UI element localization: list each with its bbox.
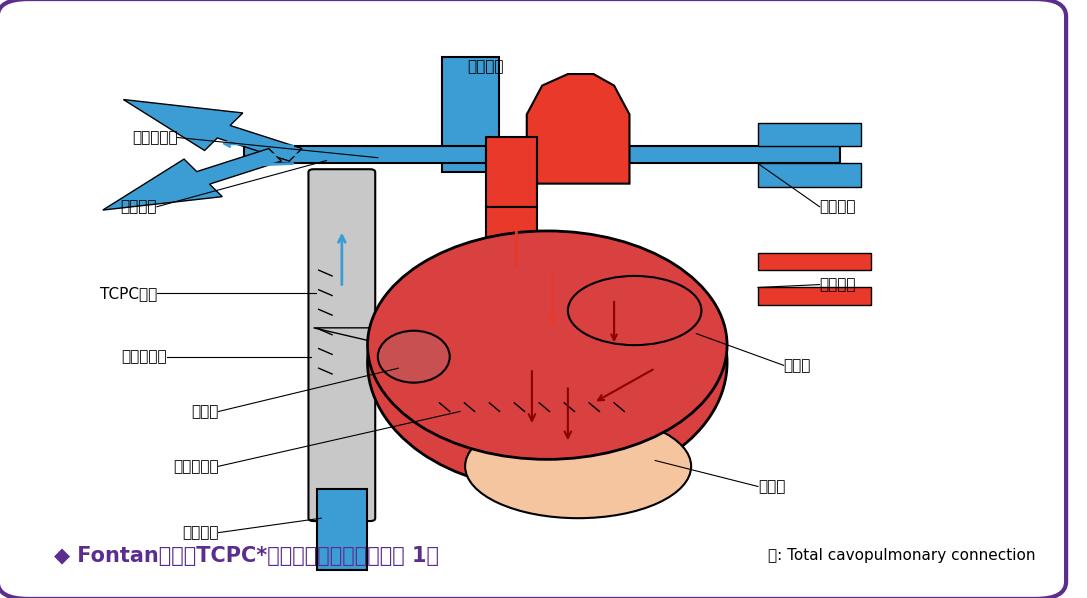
Polygon shape — [486, 207, 537, 253]
Polygon shape — [758, 123, 861, 146]
Polygon shape — [758, 253, 871, 270]
Text: 右心房: 右心房 — [191, 404, 218, 419]
Bar — [486, 138, 537, 207]
Text: グレン吻合: グレン吻合 — [132, 130, 177, 145]
Text: TCPC導管: TCPC導管 — [100, 286, 157, 301]
Text: ◆ Fontan手術（TCPC*法）後の心臓と血液循環 1）: ◆ Fontan手術（TCPC*法）後の心臓と血液循環 1） — [54, 546, 439, 566]
Text: 右肺動脈: 右肺動脈 — [121, 199, 157, 214]
Text: 単心室: 単心室 — [758, 479, 785, 494]
Text: 下大静脈: 下大静脈 — [182, 525, 218, 540]
Text: 左心房: 左心房 — [784, 358, 811, 373]
Ellipse shape — [567, 276, 701, 345]
Ellipse shape — [465, 414, 691, 518]
Bar — [317, 489, 366, 570]
Ellipse shape — [378, 331, 450, 383]
Text: 上行大静脈: 上行大静脈 — [122, 349, 167, 364]
Polygon shape — [313, 328, 418, 345]
Ellipse shape — [367, 236, 727, 489]
Bar — [442, 57, 499, 172]
Text: ＊: Total cavopulmonary connection: ＊: Total cavopulmonary connection — [769, 548, 1036, 563]
Polygon shape — [629, 146, 840, 163]
FancyArrow shape — [103, 148, 282, 210]
Polygon shape — [758, 288, 871, 305]
FancyArrow shape — [123, 99, 302, 161]
Text: 左肺動脈: 左肺動脈 — [820, 199, 857, 214]
FancyBboxPatch shape — [309, 169, 375, 521]
Text: 上大静脈: 上大静脈 — [467, 59, 504, 74]
Polygon shape — [758, 163, 861, 187]
Text: 左肺静脈: 左肺静脈 — [820, 277, 857, 292]
Ellipse shape — [367, 231, 727, 459]
Polygon shape — [245, 146, 486, 163]
Polygon shape — [527, 74, 629, 184]
Text: 共通房室弁: 共通房室弁 — [173, 459, 218, 474]
